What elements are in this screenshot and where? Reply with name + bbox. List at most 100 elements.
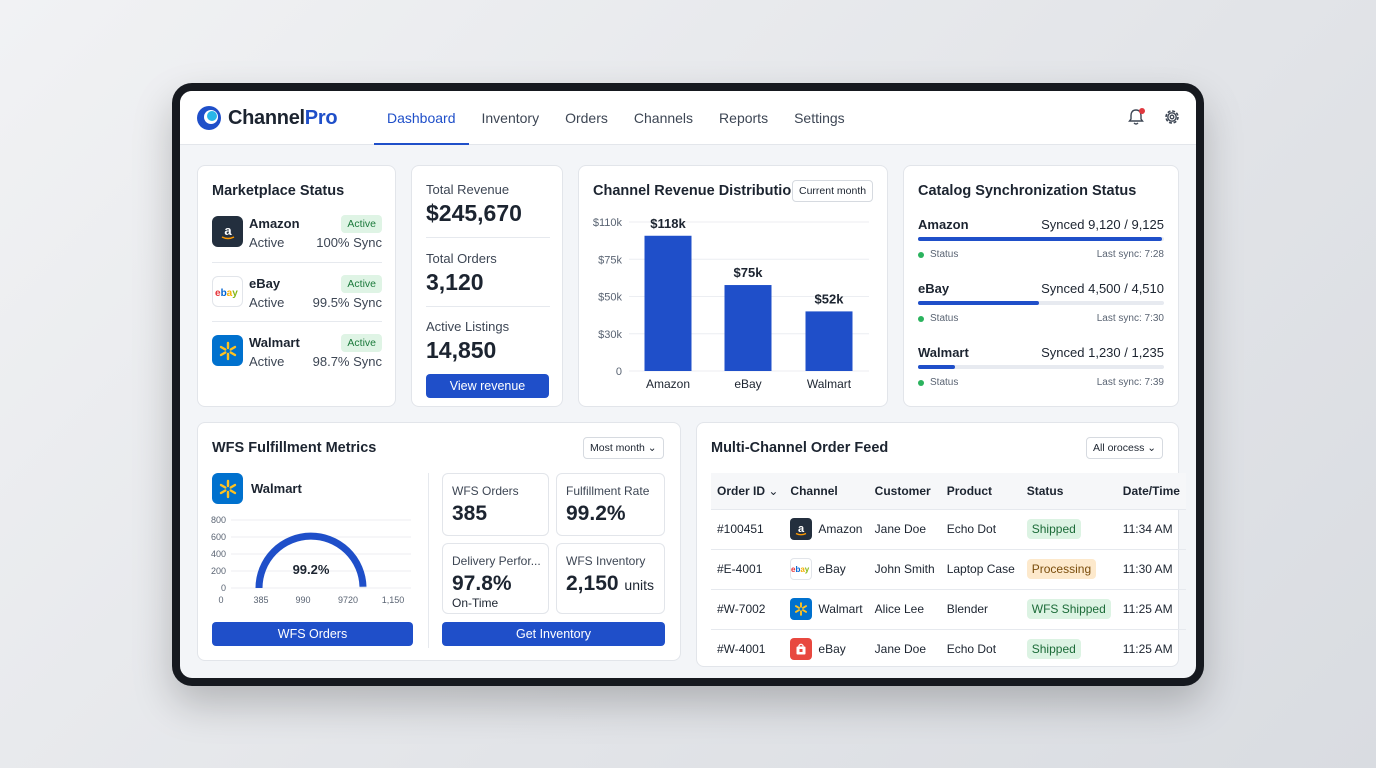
sync-progress-bar bbox=[918, 365, 1164, 369]
metric-value: 97.8% bbox=[452, 572, 512, 595]
column-status[interactable]: Status bbox=[1020, 473, 1117, 509]
divider bbox=[426, 306, 550, 307]
metric-unit: units bbox=[624, 577, 654, 593]
period-dropdown[interactable]: Most month ⌄ bbox=[583, 437, 664, 459]
table-row[interactable]: #W-7002 Walmart Alice Lee Blender WFS Sh… bbox=[711, 588, 1186, 629]
channel-name: Amazon bbox=[818, 522, 863, 536]
view-revenue-button[interactable]: View revenue bbox=[426, 374, 549, 398]
nav-reports[interactable]: Reports bbox=[719, 110, 769, 126]
sync-status-label: Status bbox=[930, 313, 959, 324]
active-listings-label: Active Listings bbox=[426, 319, 510, 334]
data-label: $118k bbox=[650, 216, 686, 231]
chevron-down-icon: ⌄ bbox=[768, 483, 779, 498]
table-row[interactable]: #E-4001 ebay eBay John Smith Laptop Case… bbox=[711, 548, 1186, 589]
walmart-icon bbox=[212, 335, 243, 366]
nav-dashboard[interactable]: Dashboard bbox=[374, 91, 469, 145]
sync-status-label: Status bbox=[930, 377, 959, 388]
device-frame: ChannelPro Dashboard Inventory Orders Ch… bbox=[172, 83, 1204, 686]
table-row[interactable]: #100451 a Amazon Jane Doe Echo Dot Shipp… bbox=[711, 508, 1186, 549]
sync-percent: 98.7% Sync bbox=[312, 354, 382, 369]
column-order-id[interactable]: Order ID ⌄ bbox=[711, 473, 785, 509]
metric-value: 99.2% bbox=[566, 502, 626, 525]
channel-name: eBay bbox=[818, 642, 846, 657]
walmart-icon bbox=[212, 473, 243, 504]
divider bbox=[426, 237, 550, 238]
shopping-bag-icon bbox=[790, 638, 813, 661]
table-row[interactable]: #W-4001 eBay Jane Doe Echo Dot Shipped 1… bbox=[711, 628, 1186, 669]
data-label: $52k bbox=[815, 291, 845, 306]
period-dropdown-label: Most month bbox=[590, 442, 645, 454]
nav-channels[interactable]: Channels bbox=[633, 110, 694, 126]
ebay-icon: ebay bbox=[790, 558, 813, 580]
svg-text:a: a bbox=[798, 523, 805, 535]
wfs-orders-button[interactable]: WFS Orders bbox=[212, 622, 413, 646]
kpi-summary-card: Total Revenue $245,670 Total Orders 3,12… bbox=[411, 165, 563, 407]
gauge-arc bbox=[255, 532, 367, 589]
metric-wfs-orders: WFS Orders 385 bbox=[442, 473, 549, 536]
period-button[interactable]: Current month bbox=[792, 180, 874, 202]
nav-settings[interactable]: Settings bbox=[794, 110, 845, 126]
last-sync-time: Last sync: 7:39 bbox=[1096, 377, 1164, 388]
status-badge: WFS Shipped bbox=[1026, 599, 1111, 619]
order-customer: Alice Lee bbox=[868, 588, 941, 629]
marketplace-name: Walmart bbox=[249, 335, 300, 350]
y-tick-label: 200 bbox=[211, 566, 226, 576]
sync-count: Synced 9,120 / 9,125 bbox=[1041, 217, 1164, 232]
wfs-channel-name: Walmart bbox=[251, 481, 302, 496]
sync-status: Status bbox=[918, 313, 958, 324]
total-orders-value: 3,120 bbox=[426, 269, 484, 295]
marketplace-row-walmart[interactable]: Walmart Active Active 98.7% Sync bbox=[212, 329, 382, 375]
y-tick-label: 800 bbox=[211, 516, 226, 525]
order-id: #W-7002 bbox=[711, 588, 785, 629]
order-status: Processing bbox=[1020, 548, 1117, 589]
y-tick-label: $110k bbox=[593, 217, 623, 229]
column-customer[interactable]: Customer bbox=[868, 473, 941, 509]
status-badge: Active bbox=[341, 334, 382, 352]
svg-text:ebay: ebay bbox=[791, 565, 810, 574]
channelpro-logo-icon bbox=[197, 106, 221, 130]
sync-percent: 100% Sync bbox=[316, 235, 382, 250]
metric-label: Delivery Perfor... bbox=[452, 554, 541, 568]
wfs-metrics-card: WFS Fulfillment Metrics Most month ⌄ Wal… bbox=[197, 422, 681, 661]
brand-logo[interactable]: ChannelPro bbox=[196, 105, 338, 131]
nav-orders[interactable]: Orders bbox=[565, 110, 608, 126]
x-tick-label: 1,150 bbox=[382, 595, 405, 605]
notifications-button[interactable] bbox=[1126, 107, 1146, 127]
x-tick-label: 0 bbox=[218, 595, 223, 605]
order-filter-dropdown[interactable]: All orocess ⌄ bbox=[1086, 437, 1164, 459]
bar-walmart bbox=[805, 311, 853, 371]
status-badge: Shipped bbox=[1026, 519, 1081, 539]
order-time: 11:25 AM bbox=[1116, 588, 1186, 629]
get-inventory-button[interactable]: Get Inventory bbox=[442, 622, 665, 646]
y-tick-label: 600 bbox=[211, 532, 226, 542]
metric-label: WFS Inventory bbox=[566, 554, 646, 568]
order-time: 11:30 AM bbox=[1116, 548, 1186, 589]
column-channel[interactable]: Channel bbox=[784, 473, 869, 509]
order-id: #100451 bbox=[711, 508, 785, 549]
y-tick-label: 0 bbox=[616, 366, 622, 378]
column-datetime[interactable]: Date/Time bbox=[1116, 473, 1186, 509]
x-tick-label: 385 bbox=[253, 595, 268, 605]
total-revenue-value: $245,670 bbox=[426, 200, 522, 226]
order-channel: Walmart bbox=[784, 588, 869, 629]
status-badge: Active bbox=[341, 275, 382, 293]
last-sync-time: Last sync: 7:28 bbox=[1096, 249, 1164, 260]
order-channel: a Amazon bbox=[784, 508, 869, 549]
column-product[interactable]: Product bbox=[940, 473, 1021, 509]
total-orders-label: Total Orders bbox=[426, 251, 497, 266]
channel-name: Walmart bbox=[818, 602, 863, 616]
sync-channel-name: eBay bbox=[918, 281, 950, 296]
order-feed-title: Multi-Channel Order Feed bbox=[711, 440, 889, 456]
gear-icon[interactable] bbox=[1162, 107, 1182, 127]
marketplace-row-amazon[interactable]: a Amazon Active Active 100% Sync bbox=[212, 210, 382, 256]
catalog-sync-card: Catalog Synchronization Status Amazon Sy… bbox=[903, 165, 1179, 407]
sync-channel-name: Walmart bbox=[918, 345, 969, 360]
marketplace-row-ebay[interactable]: ebay eBay Active Active 99.5% Sync bbox=[212, 270, 382, 316]
marketplace-name: Amazon bbox=[249, 216, 300, 231]
x-category-label: Amazon bbox=[646, 377, 690, 391]
metric-wfs-inventory: WFS Inventory 2,150 units bbox=[556, 543, 665, 614]
sync-progress-bar bbox=[918, 237, 1164, 241]
x-category-label: Walmart bbox=[807, 377, 852, 391]
sync-status: Status bbox=[918, 249, 958, 260]
nav-inventory[interactable]: Inventory bbox=[481, 110, 540, 126]
